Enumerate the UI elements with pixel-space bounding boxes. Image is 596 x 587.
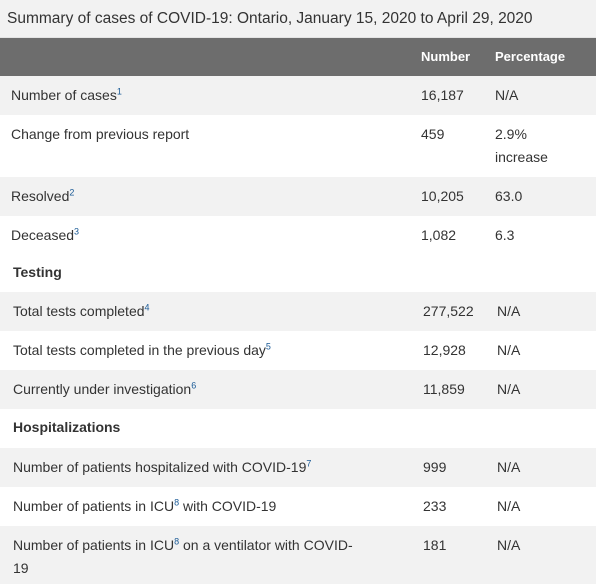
- row-percentage: N/A: [497, 381, 521, 397]
- row-number: 16,187: [421, 87, 464, 103]
- row-label: Number of cases1: [11, 86, 122, 103]
- footnote-link[interactable]: 3: [74, 226, 80, 237]
- section-heading-testing: Testing: [13, 264, 62, 280]
- row-number: 10,205: [421, 188, 464, 204]
- row-label: Currently under investigation6: [13, 380, 197, 397]
- row-number: 459: [421, 126, 445, 142]
- footnote-link[interactable]: 6: [191, 380, 197, 391]
- row-label: Number of patients in ICU8 on a ventilat…: [13, 536, 353, 576]
- row-label: Total tests completed4: [13, 302, 150, 319]
- table-row: Number of cases1 16,187 N/A: [0, 76, 596, 115]
- row-number: 233: [423, 498, 447, 514]
- table-row: Change from previous report 459 2.9% incr…: [0, 115, 596, 177]
- row-percentage: N/A: [497, 498, 521, 514]
- row-label: Number of patients in ICU8 with COVID-19: [13, 497, 277, 514]
- section-heading-row: Testing: [0, 255, 596, 292]
- footnote-link[interactable]: 4: [144, 302, 150, 313]
- row-number: 11,859: [423, 381, 465, 397]
- footnote-link[interactable]: 1: [116, 86, 122, 97]
- table-row: Deceased3 1,082 6.3: [0, 216, 596, 255]
- row-percentage: 63.0: [495, 188, 523, 204]
- row-number: 277,522: [423, 303, 474, 319]
- footnote-link[interactable]: 8: [174, 536, 180, 547]
- section-heading-hospitalizations: Hospitalizations: [13, 419, 121, 435]
- row-label: Change from previous report: [11, 126, 190, 142]
- row-label: Total tests completed in the previous da…: [13, 341, 271, 358]
- row-label: Deceased3: [11, 226, 80, 243]
- row-number: 999: [423, 459, 447, 475]
- table-row: Currently under investigation6 11,859 N/…: [0, 370, 596, 409]
- section-heading-row: Hospitalizations: [0, 409, 596, 448]
- row-label: Number of patients hospitalized with COV…: [13, 458, 312, 475]
- row-label: Resolved2: [11, 187, 75, 204]
- row-number: 12,928: [423, 342, 466, 358]
- table-row: Resolved2 10,205 63.0: [0, 177, 596, 216]
- row-percentage: N/A: [497, 303, 521, 319]
- table-header-row: Number Percentage: [0, 38, 596, 76]
- table-caption: Summary of cases of COVID-19: Ontario, J…: [0, 0, 596, 38]
- table-row: Number of patients hospitalized with COV…: [0, 448, 596, 487]
- header-percentage: Percentage: [495, 49, 566, 64]
- row-percentage: N/A: [497, 537, 521, 553]
- table-row: Total tests completed4 277,522 N/A: [0, 292, 596, 331]
- row-number: 1,082: [421, 227, 457, 243]
- table-row: Total tests completed in the previous da…: [0, 331, 596, 370]
- footnote-link[interactable]: 7: [306, 458, 312, 469]
- header-number: Number: [421, 49, 471, 64]
- table-row: Number of patients in ICU8 with COVID-19…: [0, 487, 596, 526]
- footnote-link[interactable]: 5: [265, 341, 271, 352]
- row-percentage: N/A: [497, 342, 521, 358]
- row-percentage: 6.3: [495, 227, 515, 243]
- row-number: 181: [423, 537, 447, 553]
- table-row: Number of patients in ICU8 on a ventilat…: [0, 526, 596, 584]
- footnote-link[interactable]: 8: [174, 497, 180, 508]
- row-percentage: 2.9% increase: [495, 126, 548, 165]
- row-percentage: N/A: [495, 87, 519, 103]
- row-percentage: N/A: [497, 459, 521, 475]
- footnote-link[interactable]: 2: [69, 187, 75, 198]
